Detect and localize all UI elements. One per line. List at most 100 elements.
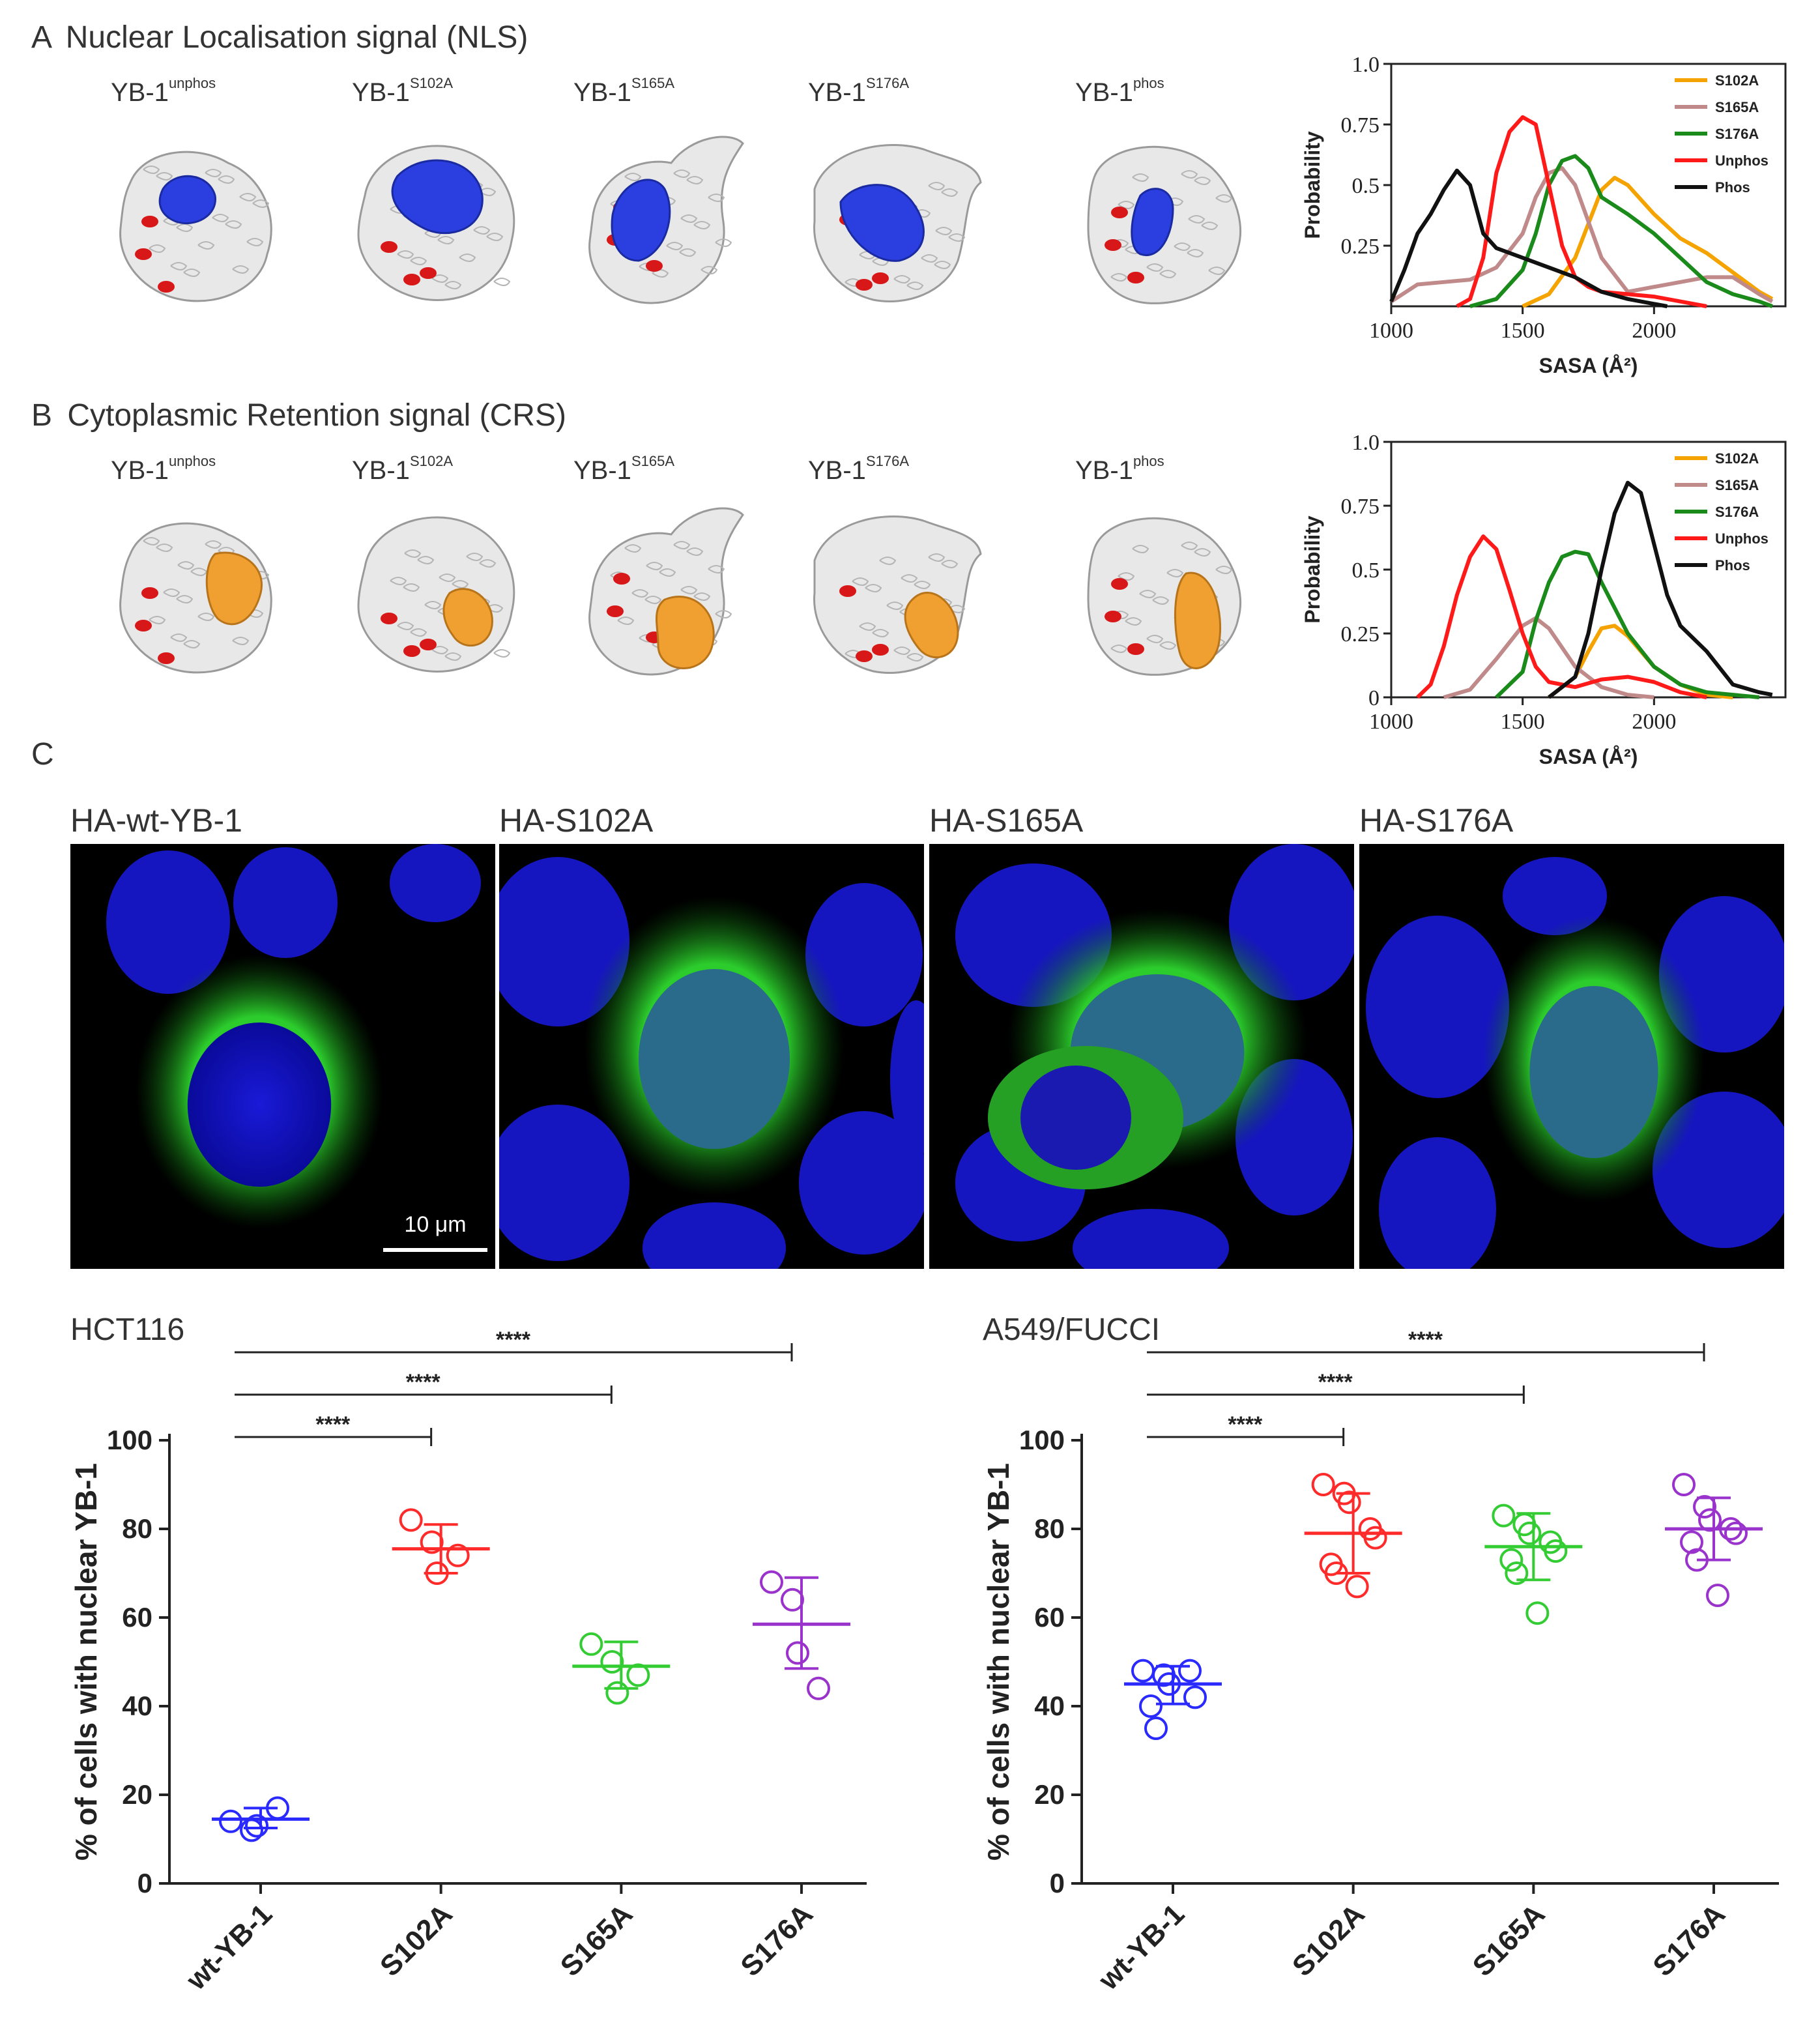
data-point: [781, 1588, 804, 1612]
y-tick-label: 0.5: [1352, 559, 1380, 583]
serine-site-mark: [158, 652, 175, 664]
data-point: [1139, 1694, 1163, 1718]
serine-site-mark: [1127, 272, 1144, 283]
data-point: [786, 1641, 809, 1665]
legend-label: S165A: [1715, 477, 1759, 493]
x-tick-label: S165A: [555, 1898, 639, 1982]
legend-label: Unphos: [1715, 530, 1769, 547]
panel-b-title: Cytoplasmic Retention signal (CRS): [67, 398, 566, 433]
fluorescence-render: [106, 844, 487, 1252]
data-point: [420, 1530, 444, 1554]
microscopy-image: 10 μm: [70, 844, 495, 1269]
serine-site-mark: [420, 267, 437, 279]
surface-shape: [357, 516, 515, 673]
y-tick-label: 0.25: [1341, 235, 1380, 259]
data-point: [1178, 1659, 1202, 1683]
significance-label: ****: [1408, 1328, 1443, 1352]
structure-label-base: YB-1: [573, 78, 631, 107]
background-nucleus: [390, 844, 481, 922]
background-nucleus: [643, 1202, 786, 1269]
structure-label-superscript: S102A: [409, 452, 453, 469]
protein-structure-s176a: [802, 495, 990, 691]
series-line-unphos: [1456, 115, 1707, 308]
protein-surface-render: [588, 507, 744, 676]
background-nucleus: [1366, 916, 1509, 1098]
data-point: [240, 1818, 263, 1842]
serine-site-mark: [856, 279, 873, 291]
background-nucleus: [1073, 1209, 1229, 1269]
structure-label-phos: YB-1phos: [1075, 74, 1164, 108]
protein-structure-unphos: [104, 495, 293, 691]
y-tick-label: 60: [122, 1602, 152, 1633]
surface-shape: [119, 522, 272, 674]
scale-bar: [383, 1248, 487, 1252]
transfected-nucleus: [639, 969, 790, 1149]
y-tick-label: 0: [1368, 686, 1379, 710]
y-tick-label: 0.75: [1341, 495, 1380, 519]
surface-shape: [813, 144, 982, 302]
surface-shape: [1087, 145, 1242, 304]
x-axis-label: SASA (Å²): [1539, 354, 1638, 377]
chart-title: HCT116: [70, 1313, 184, 1347]
y-tick-label: 0: [137, 1868, 152, 1898]
data-point: [1518, 1521, 1542, 1545]
structure-label-s176a: YB-1S176A: [808, 453, 909, 486]
y-tick-label: 100: [107, 1425, 152, 1455]
structure-label-base: YB-1: [1075, 78, 1133, 107]
series-line-phos: [1389, 168, 1668, 308]
legend-label: S165A: [1715, 99, 1759, 115]
structure-label-unphos: YB-1unphos: [111, 75, 216, 108]
serine-site-mark: [403, 274, 420, 285]
y-tick-label: 0.5: [1352, 174, 1380, 198]
data-point: [1685, 1548, 1709, 1572]
series-line-s165a: [1390, 166, 1774, 304]
background-nucleus: [799, 1111, 924, 1255]
data-point: [605, 1681, 629, 1705]
legend-label: Phos: [1715, 179, 1750, 196]
crs-highlight-region: [205, 551, 263, 626]
series-line-s165a: [1443, 616, 1654, 699]
sasa-crs-chart: 0 0.25 0.5 0.75 1.0 1000 1500 2000 SASA (Å²) Prob…: [1301, 431, 1787, 768]
data-point: [600, 1650, 624, 1674]
structure-label-superscript: phos: [1133, 74, 1164, 91]
serine-site-mark: [1127, 643, 1144, 655]
data-point: [219, 1809, 242, 1833]
chart-title: A549/FUCCI: [983, 1313, 1160, 1347]
serine-site-mark: [839, 585, 856, 597]
protein-structure-unphos: [104, 124, 293, 319]
transfected-nucleus: [187, 1023, 332, 1187]
structure-label-phos: YB-1phos: [1075, 453, 1164, 486]
structure-label-base: YB-1: [573, 456, 631, 485]
data-point: [1525, 1601, 1550, 1625]
serine-site-mark: [872, 644, 889, 656]
crs-highlight-region: [442, 588, 493, 646]
microscopy-label: HA-S165A: [929, 802, 1084, 839]
structure-label-superscript: S165A: [631, 74, 674, 91]
a549-fucci-chart: A549/FUCCI 0 20 40 60 80 100% of cells with nu…: [981, 1313, 1779, 1997]
y-tick-label: 60: [1034, 1602, 1065, 1633]
surface-shape: [357, 145, 515, 301]
hct116-chart: HCT116 0 20 40 60 80 100% of cells with nuclea…: [69, 1313, 867, 1997]
structure-label-base: YB-1: [111, 456, 169, 485]
data-point: [1183, 1685, 1207, 1709]
serine-site-mark: [135, 248, 152, 260]
y-axis-label: % of cells with nuclear YB-1: [981, 1463, 1015, 1861]
y-axis-label: Probability: [1301, 131, 1324, 239]
protein-surface-render: [357, 145, 515, 301]
protein-structure-s102a: [345, 495, 534, 691]
x-tick-label: S176A: [734, 1898, 819, 1982]
serine-site-mark: [872, 272, 889, 284]
microscopy-label: HA-wt-YB-1: [70, 802, 242, 839]
data-point: [1337, 1490, 1361, 1515]
x-tick-label: 1500: [1501, 710, 1545, 734]
background-nucleus: [499, 1105, 629, 1261]
data-point: [266, 1796, 289, 1820]
structure-label-base: YB-1: [352, 78, 410, 107]
significance-label: ****: [315, 1412, 351, 1437]
serine-site-mark: [613, 573, 630, 585]
data-point: [399, 1508, 423, 1532]
structure-label-superscript: S165A: [631, 452, 674, 469]
data-point: [1363, 1526, 1387, 1550]
crs-highlight-region: [904, 592, 959, 659]
protein-surface-render: [813, 515, 982, 674]
